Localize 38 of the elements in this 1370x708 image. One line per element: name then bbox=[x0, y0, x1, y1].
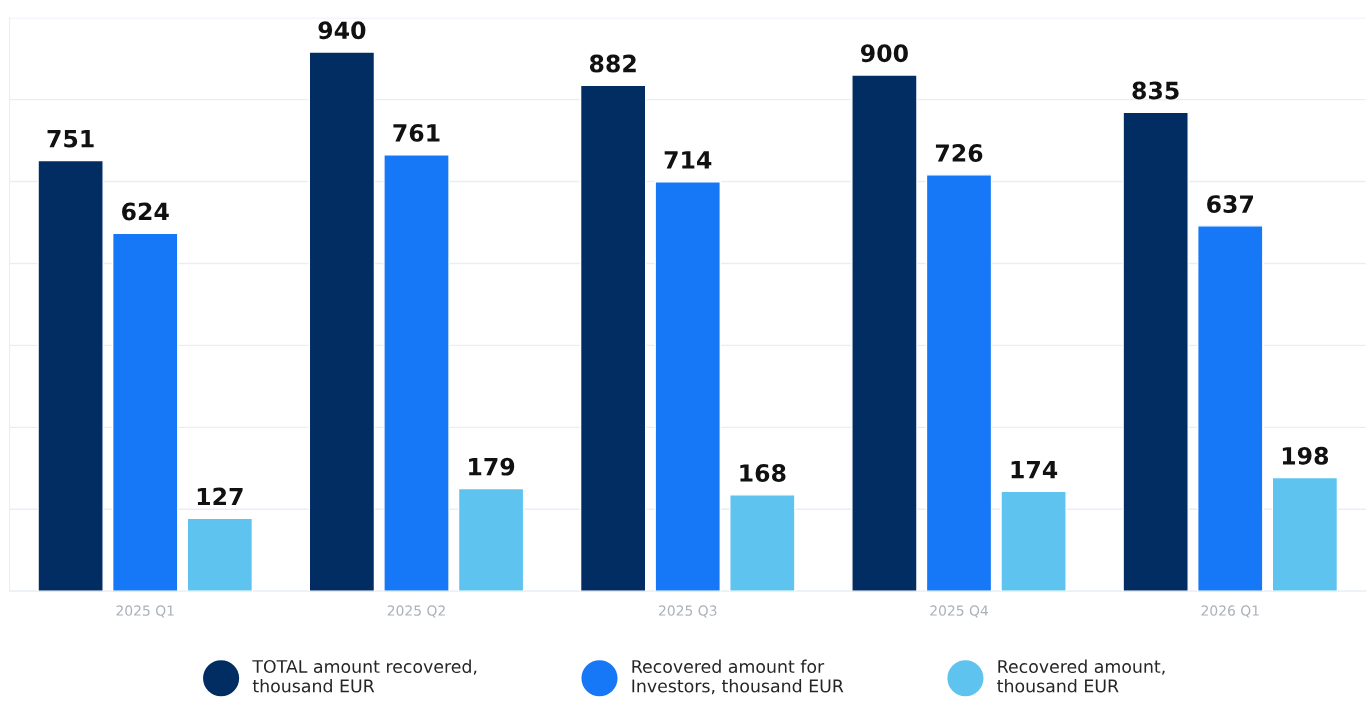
data-label: 637 bbox=[1207, 195, 1254, 213]
data-label: 624 bbox=[122, 202, 169, 221]
bar bbox=[1197, 225, 1264, 592]
bar bbox=[111, 232, 179, 592]
legend-label: TOTAL amount recovered, thousand EUR bbox=[252, 659, 477, 693]
data-label: 179 bbox=[469, 457, 515, 476]
data-label: 882 bbox=[589, 54, 636, 73]
x-tick-label: 2025 Q2 bbox=[387, 605, 445, 618]
data-label: 940 bbox=[318, 21, 366, 40]
bar bbox=[654, 181, 721, 592]
x-tick-label: 2025 Q1 bbox=[116, 605, 174, 618]
data-label: 714 bbox=[664, 151, 712, 169]
bar bbox=[1000, 490, 1067, 592]
bar bbox=[579, 84, 647, 592]
data-label: 751 bbox=[47, 130, 94, 148]
data-label: 174 bbox=[1011, 460, 1058, 479]
data-label: 168 bbox=[740, 464, 786, 482]
bar bbox=[308, 51, 376, 592]
bar bbox=[1122, 111, 1189, 592]
x-tick-label: 2025 Q3 bbox=[658, 605, 717, 618]
bar bbox=[37, 159, 104, 592]
bar bbox=[729, 494, 796, 592]
data-label: 835 bbox=[1132, 81, 1179, 100]
bar bbox=[457, 487, 525, 592]
data-label: 761 bbox=[393, 124, 440, 142]
data-label: 198 bbox=[1282, 446, 1329, 465]
bar bbox=[925, 174, 993, 592]
bar bbox=[851, 74, 918, 592]
legend-label: Recovered amount for Investors, thousand EUR bbox=[632, 659, 844, 695]
bar bbox=[186, 517, 254, 592]
data-label: 900 bbox=[860, 44, 908, 63]
x-tick-label: 2025 Q4 bbox=[930, 605, 988, 618]
x-tick-label: 2026 Q1 bbox=[1201, 605, 1259, 618]
data-label: 127 bbox=[197, 487, 243, 506]
bar bbox=[383, 154, 450, 592]
bar bbox=[1271, 476, 1339, 592]
legend-label: Recovered amount, thousand EUR bbox=[997, 659, 1165, 693]
data-label: 726 bbox=[935, 144, 983, 162]
